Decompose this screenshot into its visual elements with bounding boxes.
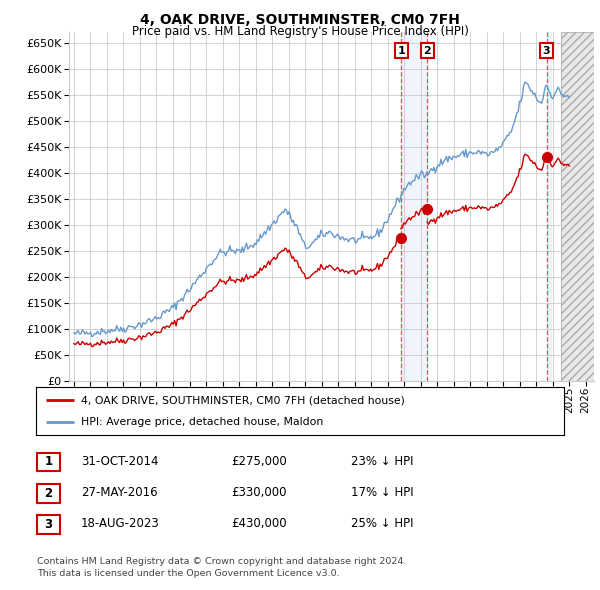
HPI: Average price, detached house, Maldon: (2.01e+03, 3.05e+05): Average price, detached house, Maldon: (… (289, 218, 296, 225)
Text: 17% ↓ HPI: 17% ↓ HPI (351, 486, 413, 499)
4, OAK DRIVE, SOUTHMINSTER, CM0 7FH (detached house) (556, 157, 563, 164)
4, OAK DRIVE, SOUTHMINSTER, CM0 7FH (detached house) (553, 157, 560, 164)
Text: 3: 3 (543, 45, 550, 55)
Bar (401, 32, 427, 381)
HPI: Average price, detached house, Maldon: (2.02e+03, 5.58e+05): Average price, detached house, Maldon: (… (541, 87, 548, 94)
HPI: Average price, detached house, Maldon: (2e+03, 1.03e+05): Average price, detached house, Maldon: (… (133, 323, 140, 330)
HPI: Average price, detached house, Maldon: (2e+03, 8.47e+04): Average price, detached house, Maldon: (… (88, 333, 95, 340)
4, OAK DRIVE, SOUTHMINSTER, CM0 7FH (detached house) (557, 160, 565, 167)
Text: 2: 2 (424, 45, 431, 55)
4, OAK DRIVE, SOUTHMINSTER, CM0 7FH (detached house) (547, 158, 554, 165)
Text: 3: 3 (44, 518, 53, 531)
4, OAK DRIVE, SOUTHMINSTER, CM0 7FH (detached house) (562, 161, 569, 168)
HPI: Average price, detached house, Maldon: (2.01e+03, 2.53e+05): Average price, detached house, Maldon: (… (244, 245, 251, 253)
4, OAK DRIVE, SOUTHMINSTER, CM0 7FH (detached house) (550, 161, 557, 168)
Text: 27-MAY-2016: 27-MAY-2016 (81, 486, 158, 499)
4, OAK DRIVE, SOUTHMINSTER, CM0 7FH (detached house) (548, 162, 555, 169)
4, OAK DRIVE, SOUTHMINSTER, CM0 7FH (detached house) (549, 163, 556, 171)
Text: 2: 2 (44, 487, 53, 500)
HPI: Average price, detached house, Maldon: (2.01e+03, 2.52e+05): Average price, detached house, Maldon: (… (236, 246, 243, 253)
4, OAK DRIVE, SOUTHMINSTER, CM0 7FH (detached house) (564, 160, 571, 168)
Text: 18-AUG-2023: 18-AUG-2023 (81, 517, 160, 530)
4, OAK DRIVE, SOUTHMINSTER, CM0 7FH (detached house) (554, 155, 562, 162)
4, OAK DRIVE, SOUTHMINSTER, CM0 7FH (detached house) (566, 162, 573, 169)
Line: HPI: Average price, detached house, Maldon: HPI: Average price, detached house, Mald… (74, 82, 569, 336)
Text: 31-OCT-2014: 31-OCT-2014 (81, 455, 158, 468)
Bar (547, 32, 551, 381)
Text: £430,000: £430,000 (231, 517, 287, 530)
Text: 4, OAK DRIVE, SOUTHMINSTER, CM0 7FH (detached house): 4, OAK DRIVE, SOUTHMINSTER, CM0 7FH (det… (81, 395, 405, 405)
Text: Price paid vs. HM Land Registry's House Price Index (HPI): Price paid vs. HM Land Registry's House … (131, 25, 469, 38)
Text: £275,000: £275,000 (231, 455, 287, 468)
Text: 1: 1 (398, 45, 405, 55)
Bar (561, 32, 594, 381)
Line: 4, OAK DRIVE, SOUTHMINSTER, CM0 7FH (detached house): 4, OAK DRIVE, SOUTHMINSTER, CM0 7FH (det… (547, 157, 569, 167)
HPI: Average price, detached house, Maldon: (2.02e+03, 5.45e+05): Average price, detached house, Maldon: (… (566, 94, 573, 101)
Text: 1: 1 (44, 455, 53, 468)
4, OAK DRIVE, SOUTHMINSTER, CM0 7FH (detached house) (544, 153, 551, 160)
HPI: Average price, detached house, Maldon: (2e+03, 9.2e+04): Average price, detached house, Maldon: (… (70, 329, 77, 336)
4, OAK DRIVE, SOUTHMINSTER, CM0 7FH (detached house) (563, 162, 570, 169)
Text: £330,000: £330,000 (231, 486, 287, 499)
Text: 25% ↓ HPI: 25% ↓ HPI (351, 517, 413, 530)
Text: This data is licensed under the Open Government Licence v3.0.: This data is licensed under the Open Gov… (37, 569, 340, 578)
4, OAK DRIVE, SOUTHMINSTER, CM0 7FH (detached house) (545, 157, 552, 164)
Text: HPI: Average price, detached house, Maldon: HPI: Average price, detached house, Mald… (81, 417, 323, 427)
Bar (561, 32, 594, 381)
4, OAK DRIVE, SOUTHMINSTER, CM0 7FH (detached house) (560, 162, 568, 169)
Text: 23% ↓ HPI: 23% ↓ HPI (351, 455, 413, 468)
4, OAK DRIVE, SOUTHMINSTER, CM0 7FH (detached house) (559, 160, 566, 167)
Text: Contains HM Land Registry data © Crown copyright and database right 2024.: Contains HM Land Registry data © Crown c… (37, 558, 407, 566)
HPI: Average price, detached house, Maldon: (2.02e+03, 5.75e+05): Average price, detached house, Maldon: (… (521, 78, 529, 86)
4, OAK DRIVE, SOUTHMINSTER, CM0 7FH (detached house) (552, 159, 559, 166)
Text: 4, OAK DRIVE, SOUTHMINSTER, CM0 7FH: 4, OAK DRIVE, SOUTHMINSTER, CM0 7FH (140, 13, 460, 27)
HPI: Average price, detached house, Maldon: (2e+03, 2.48e+05): Average price, detached house, Maldon: (… (220, 248, 227, 255)
